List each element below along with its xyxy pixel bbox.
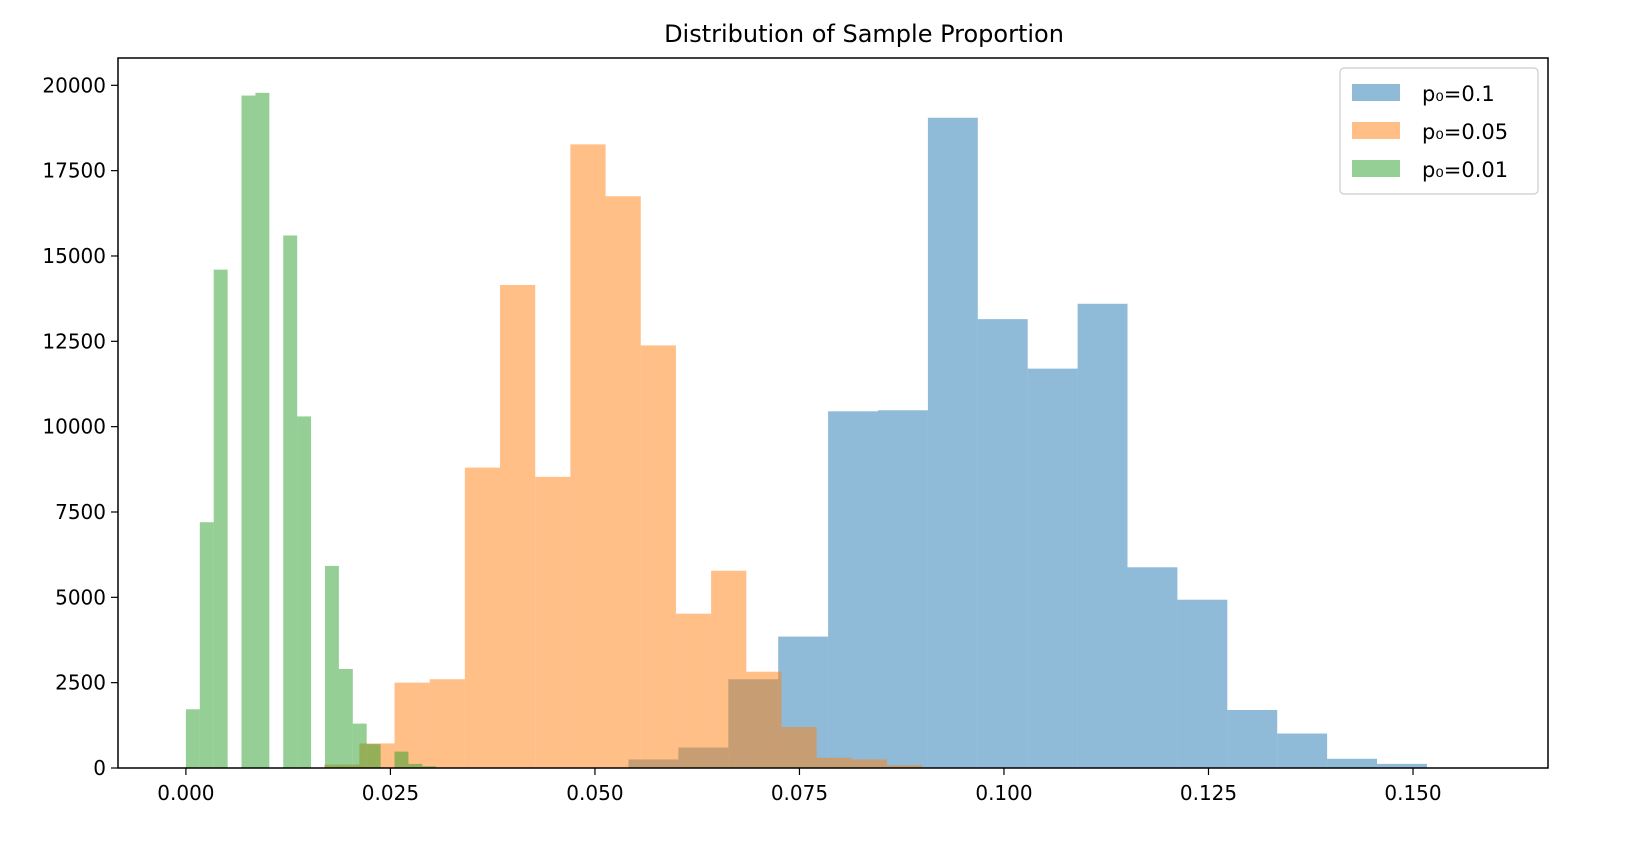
bar-1-4 <box>464 467 501 768</box>
bar-2-11 <box>394 751 409 768</box>
axes-frame <box>117 57 1549 769</box>
legend-label-2: p₀=0.01 <box>1422 158 1508 182</box>
bar-0-6 <box>927 117 978 768</box>
x-tick-label: 0.000 <box>157 781 214 805</box>
bar-1-3 <box>429 679 465 768</box>
bar-0-14 <box>1327 758 1378 768</box>
bar-2-7 <box>324 565 339 768</box>
bar-1-12 <box>746 671 782 768</box>
bar-2-2 <box>213 269 228 768</box>
bar-0-10 <box>1127 567 1178 768</box>
y-tick-label: 20000 <box>42 73 106 97</box>
series-1 <box>324 144 923 769</box>
y-tick-label: 7500 <box>55 500 106 524</box>
y-tick-label: 2500 <box>55 671 106 695</box>
bar-0-4 <box>828 411 878 768</box>
bar-1-16 <box>886 765 923 768</box>
y-tick-label: 5000 <box>55 585 106 609</box>
bar-0-5 <box>877 410 928 768</box>
y-tick-label: 12500 <box>42 329 106 353</box>
bar-0-12 <box>1227 709 1278 768</box>
bar-2-13 <box>422 766 437 768</box>
bars-layer <box>185 92 1427 769</box>
legend: p₀=0.1 p₀=0.05 p₀=0.01 <box>1339 67 1539 195</box>
x-tick-label: 0.100 <box>975 781 1032 805</box>
x-tick-label: 0.125 <box>1180 781 1237 805</box>
bar-1-5 <box>500 284 536 768</box>
bar-2-3 <box>241 95 256 768</box>
bar-1-9 <box>640 345 676 768</box>
bar-2-6 <box>297 416 312 768</box>
series-2 <box>185 92 437 768</box>
bar-2-10 <box>366 744 381 768</box>
x-tick-label: 0.075 <box>771 781 828 805</box>
bar-0-15 <box>1377 763 1427 768</box>
y-tick-label: 15000 <box>42 244 106 268</box>
bar-0-13 <box>1277 733 1328 768</box>
bar-1-11 <box>711 570 747 768</box>
bar-2-0 <box>185 709 200 768</box>
x-tick-label: 0.050 <box>566 781 623 805</box>
x-tick-label: 0.025 <box>362 781 419 805</box>
bar-1-8 <box>605 196 641 769</box>
bar-0-7 <box>977 319 1028 768</box>
bar-0-11 <box>1177 599 1228 768</box>
series-0 <box>628 117 1427 768</box>
y-tick-label: 0 <box>93 756 106 780</box>
bar-2-12 <box>408 763 423 768</box>
y-tick-label: 17500 <box>42 159 106 183</box>
bar-1-10 <box>675 613 712 768</box>
bar-0-9 <box>1077 303 1128 768</box>
legend-swatch-1 <box>1352 122 1400 139</box>
y-axis-ticks: 0 2500 5000 7500 10000 12500 15000 17500 20000 <box>42 73 118 780</box>
x-tick-label: 0.150 <box>1384 781 1441 805</box>
bar-2-8 <box>338 669 353 768</box>
bar-1-7 <box>570 144 606 768</box>
bar-2-4 <box>255 92 270 768</box>
bar-1-6 <box>535 476 571 768</box>
legend-swatch-2 <box>1352 160 1400 177</box>
bar-2-9 <box>352 723 367 768</box>
legend-swatch-0 <box>1352 84 1400 101</box>
y-tick-label: 10000 <box>42 415 106 439</box>
bar-1-13 <box>781 727 817 768</box>
legend-label-1: p₀=0.05 <box>1422 120 1508 144</box>
bar-0-8 <box>1027 368 1078 768</box>
bar-1-14 <box>816 757 852 768</box>
bar-1-15 <box>851 759 887 768</box>
legend-label-0: p₀=0.1 <box>1422 82 1495 106</box>
bar-2-5 <box>283 235 298 768</box>
bar-2-1 <box>199 522 214 768</box>
chart-title: Distribution of Sample Proportion <box>664 20 1064 48</box>
x-axis-ticks: 0.000 0.025 0.050 0.075 0.100 0.125 0.150 <box>157 768 1442 805</box>
